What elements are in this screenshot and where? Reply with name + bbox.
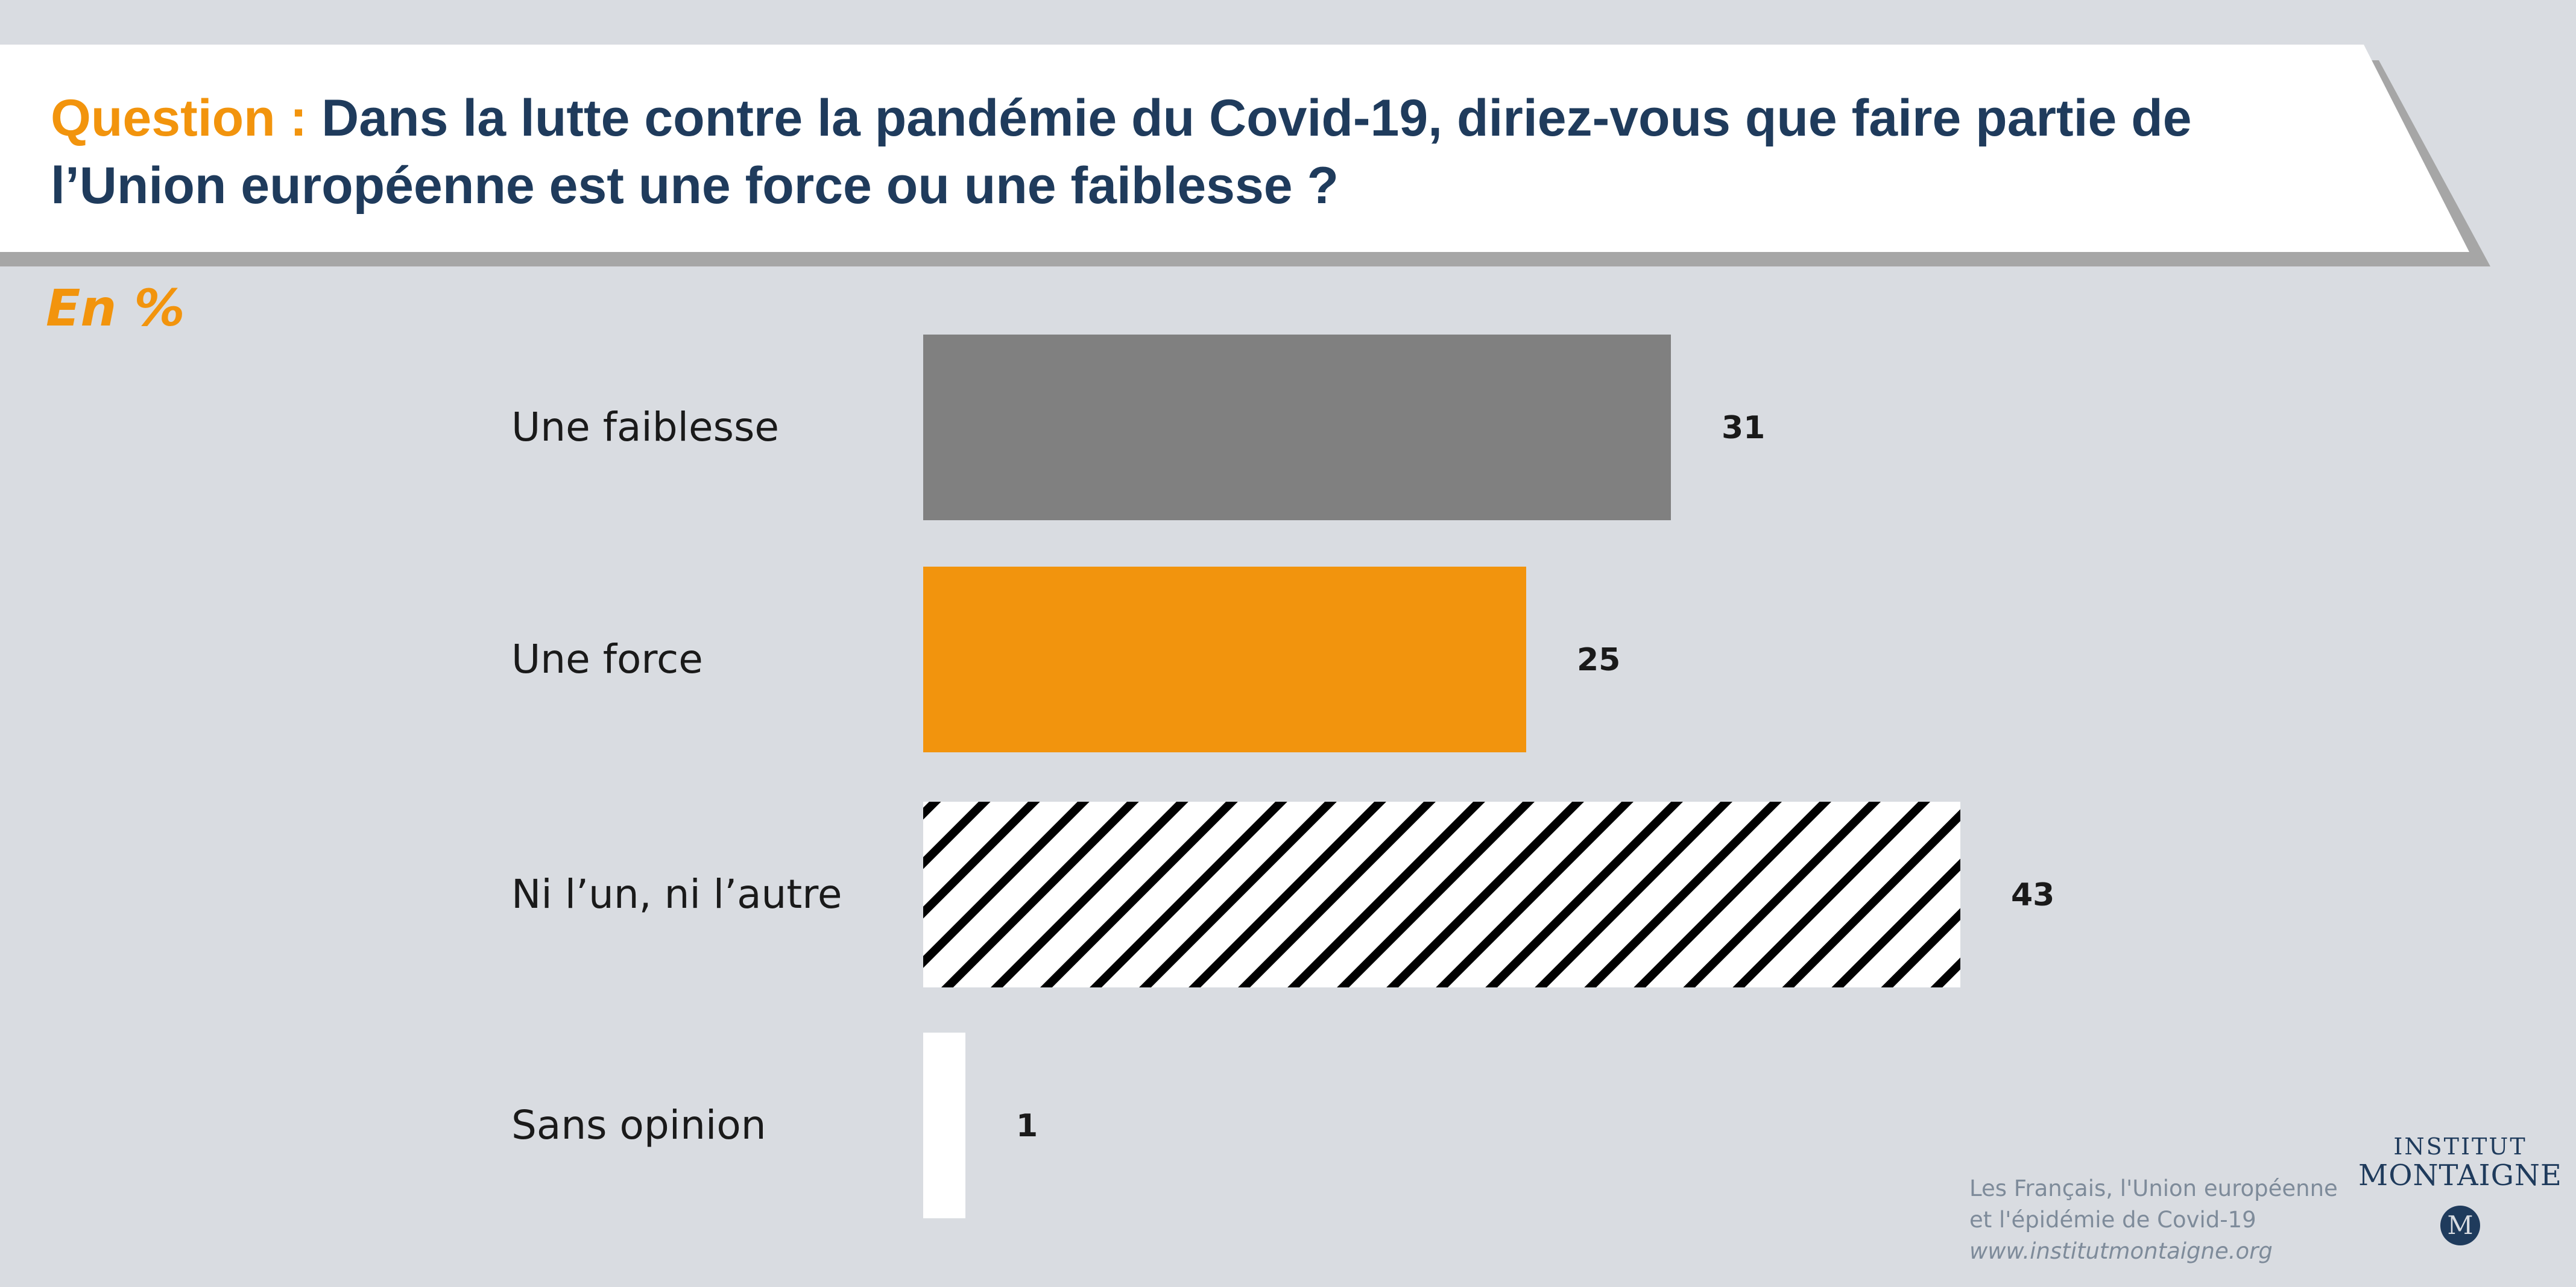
value-label: 43 — [2011, 877, 2054, 913]
banner-panel — [0, 45, 2469, 252]
unit-label: En % — [46, 278, 185, 338]
source-url[interactable]: www.institutmontaigne.org — [1969, 1238, 2273, 1264]
question-banner — [0, 45, 2490, 266]
category-label: Sans opinion — [511, 1102, 766, 1148]
logo-line-2: MONTAIGNE — [2358, 1159, 2562, 1192]
logo-mark-icon: M — [2440, 1206, 2480, 1245]
value-label: 25 — [1577, 642, 1620, 678]
source-note: Les Français, l'Union européenne et l'ép… — [1969, 1173, 2338, 1267]
bar — [923, 802, 1960, 987]
logo-line-1: INSTITUT — [2393, 1133, 2527, 1160]
value-label: 31 — [1722, 410, 1765, 446]
question-label: Question : — [51, 89, 308, 147]
institut-montaigne-logo: INSTITUT MONTAIGNE M — [2352, 1133, 2569, 1245]
question-body: Dans la lutte contre la pandémie du Covi… — [51, 89, 2192, 215]
bar — [923, 1033, 965, 1218]
category-label: Ni l’un, ni l’autre — [511, 871, 842, 917]
category-label: Une force — [511, 636, 703, 682]
question-text-block: Question : Dans la lutte contre la pandé… — [51, 84, 2342, 219]
source-line-2: et l'épidémie de Covid-19 — [1969, 1207, 2256, 1233]
source-line-1: Les Français, l'Union européenne — [1969, 1175, 2338, 1201]
value-label: 1 — [1016, 1108, 1038, 1144]
bar — [923, 567, 1526, 752]
category-label: Une faiblesse — [511, 404, 779, 450]
bar — [923, 335, 1671, 520]
